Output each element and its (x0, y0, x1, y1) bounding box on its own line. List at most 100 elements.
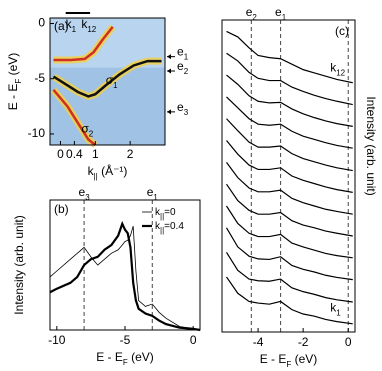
panel-label: (b) (54, 202, 69, 216)
marker-label-part: e (177, 100, 184, 114)
spectrum-line (226, 30, 353, 84)
annotation-part: σ (81, 122, 89, 136)
x-tick-label: 1 (92, 147, 99, 161)
x-axis-label-part: F (286, 360, 291, 369)
annotation-part: 1 (113, 81, 118, 90)
x-axis-label-part: E - E (260, 352, 287, 366)
marker-label-part: e (275, 5, 282, 19)
x-axis-label: E - EF (eV) (260, 352, 318, 368)
x-axis-label: k|| (Å⁻¹) (88, 163, 128, 180)
legend-label-part: k (155, 221, 161, 232)
spectrum-line (49, 226, 201, 331)
band (52, 88, 97, 146)
series-label-part: k (330, 61, 337, 75)
x-axis-label-part: (Å⁻¹) (98, 163, 128, 178)
marker-label: e1 (147, 185, 159, 201)
spectrum-line (226, 183, 353, 237)
spectrum-line (225, 227, 353, 281)
axes-frame (49, 199, 201, 331)
y-tick-label: 0 (38, 16, 45, 30)
legend-label-part: || (160, 226, 164, 235)
legend-label-part: =0 (164, 207, 176, 218)
x-axis-label-part: F (123, 358, 128, 367)
annotation-part: 12 (87, 25, 96, 34)
y-tick-label: -5 (34, 71, 45, 85)
y-axis-label: Intensity (arb. unit) (364, 96, 378, 195)
legend-label-part: =0.4 (164, 221, 184, 232)
spectrum-line (226, 140, 353, 193)
series-label-part: k (330, 301, 337, 315)
series-label-part: 12 (336, 68, 345, 77)
arrow-head (167, 109, 171, 115)
y-axis-label-part: F (14, 79, 23, 84)
marker-label-part: 1 (282, 13, 287, 22)
marker-label-part: 3 (184, 107, 189, 116)
series-label: k1 (330, 301, 341, 317)
marker-label-part: 2 (184, 67, 189, 76)
spectrum-line (225, 252, 353, 303)
series-label-part: 1 (336, 308, 341, 317)
x-tick-label: 0 (190, 333, 197, 347)
legend-label: k||=0 (155, 207, 176, 221)
annotation: k12 (81, 17, 96, 33)
marker-label: e1 (275, 5, 287, 21)
marker-label-part: e (147, 185, 154, 199)
annotation-part: σ (106, 73, 114, 87)
marker-label-part: 2 (252, 13, 257, 22)
spectrum-line (226, 162, 353, 215)
x-tick-label: -5 (120, 333, 131, 347)
spectrum-line (226, 205, 353, 259)
y-axis-label-part: E - E (6, 84, 20, 111)
legend-label-part: || (160, 212, 164, 221)
spectrum-line (226, 118, 353, 172)
legend-label-part: k (155, 207, 161, 218)
y-axis-label-part: (eV) (6, 53, 20, 79)
x-tick-label: -2 (298, 335, 309, 349)
marker-label: e1 (177, 45, 189, 61)
arrow-head (167, 54, 171, 60)
annotation: σ2 (81, 122, 93, 138)
spectrum-line (226, 276, 353, 325)
x-tick-label: -4 (253, 335, 264, 349)
x-axis-label-part: (eV) (291, 352, 317, 366)
x-axis-label-part: || (94, 172, 98, 181)
spectrum-line (49, 220, 201, 332)
series-label: k12 (330, 61, 345, 77)
spectrum-line (226, 52, 353, 106)
marker-label-part: e (177, 45, 184, 59)
spectrum-line (226, 74, 353, 127)
y-axis-label: E - EF (eV) (6, 53, 22, 111)
x-axis-label: E - EF (eV) (96, 350, 154, 366)
band (53, 26, 114, 62)
x-tick-label: 0 (345, 335, 352, 349)
panel-label: (c) (335, 24, 349, 38)
marker-label-part: e (177, 59, 184, 73)
annotation-part: k (66, 17, 73, 31)
marker-label: e3 (177, 100, 189, 116)
x-tick-label: 0.4 (66, 147, 83, 161)
panel-label: (a) (54, 19, 69, 33)
axes-frame (221, 19, 356, 333)
marker-label-part: 1 (184, 52, 189, 61)
x-tick-label: -10 (48, 333, 66, 347)
legend-label: k||=0.4 (155, 221, 184, 235)
arrow-head (167, 68, 171, 74)
marker-label-part: e (79, 185, 86, 199)
x-tick-label: 0 (57, 147, 64, 161)
spectrum-line (226, 96, 353, 149)
annotation-part: 1 (72, 25, 77, 34)
x-axis-label-part: E - E (96, 350, 123, 364)
annotation-part: k (81, 17, 88, 31)
annotation: σ1 (106, 73, 118, 89)
marker-label-part: 3 (85, 193, 90, 202)
x-tick-label: 2 (127, 147, 134, 161)
annotation: k1 (66, 17, 77, 33)
marker-label-part: e (246, 5, 253, 19)
marker-label: e3 (79, 185, 91, 201)
band (52, 59, 162, 98)
axes-frame (49, 17, 166, 146)
y-axis-label: Intensity (arb. unit) (12, 215, 26, 314)
marker-label: e2 (246, 5, 258, 21)
annotation-part: 2 (89, 129, 94, 138)
